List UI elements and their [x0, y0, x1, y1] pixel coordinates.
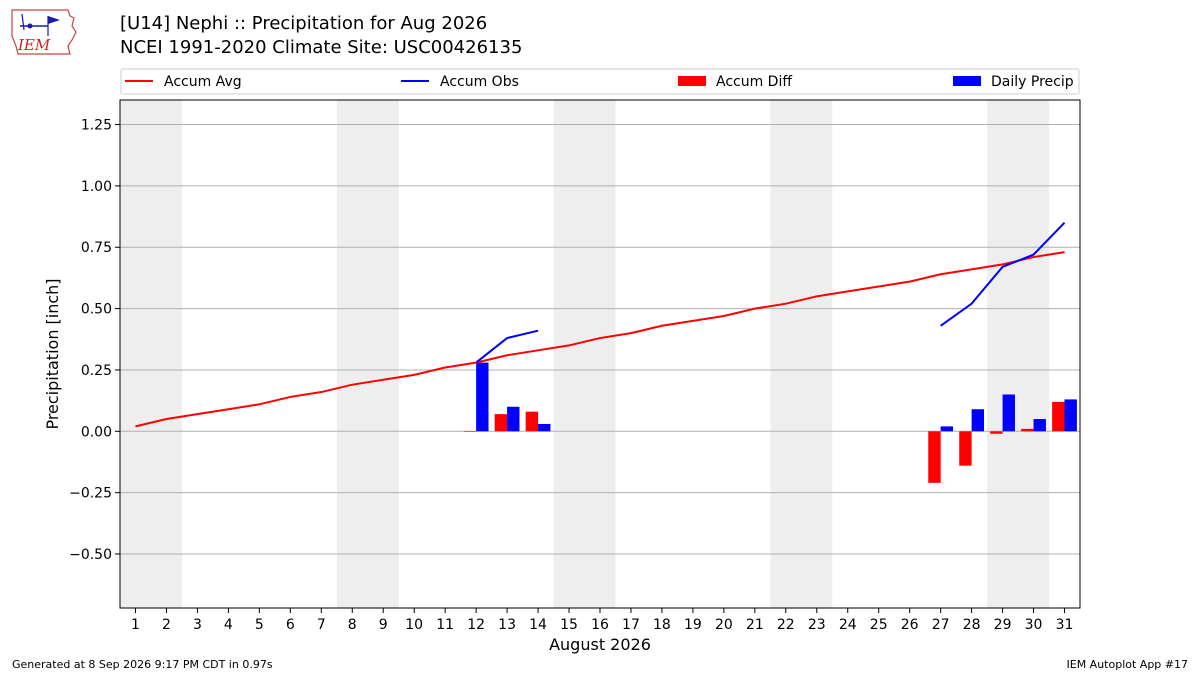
x-tick-label: 27: [932, 617, 950, 633]
accum-diff-bar: [1052, 401, 1065, 432]
x-tick-label: 16: [591, 617, 609, 633]
y-tick-label: 0.75: [81, 240, 112, 256]
weekend-bands: [120, 100, 1050, 608]
accum-obs-line: [940, 222, 1066, 327]
x-tick-label: 3: [193, 617, 202, 633]
x-tick-label: 2: [162, 617, 171, 633]
x-tick-label: 6: [286, 617, 295, 633]
weekend-band: [120, 100, 182, 608]
daily-precip-bar: [940, 426, 954, 432]
x-axis: 1 2 3 4 5 6 7 8 9 10 11 12 13 14 15 16 17 18 19 20 21 22 23 24 2…: [131, 608, 1073, 633]
x-tick-label: 28: [963, 617, 981, 633]
accum-diff-bar: [1021, 428, 1034, 432]
generated-timestamp: Generated at 8 Sep 2026 9:17 PM CDT in 0…: [12, 658, 273, 671]
daily-precip-bar: [476, 362, 489, 432]
legend: Accum Avg Accum Obs Accum Diff Daily Pre…: [120, 68, 1080, 95]
x-tick-label: 20: [715, 617, 733, 633]
legend-box: [120, 68, 1080, 95]
x-tick-label: 31: [1056, 617, 1074, 633]
iowa-outline-icon: [11, 9, 77, 55]
weekend-band: [553, 100, 616, 608]
y-tick-label: 0.25: [81, 363, 112, 379]
x-tick-label: 8: [348, 617, 357, 633]
y-axis-label: Precipitation [inch]: [43, 278, 62, 429]
x-tick-label: 1: [131, 617, 140, 633]
accum-diff-bar: [990, 431, 1003, 434]
x-tick-label: 12: [467, 617, 485, 633]
legend-label-accum-avg: Accum Avg: [164, 74, 242, 90]
legend-label-daily-precip: Daily Precip: [991, 74, 1074, 90]
daily-precip-bar: [1064, 399, 1077, 432]
x-tick-label: 7: [317, 617, 326, 633]
x-tick-label: 24: [839, 617, 857, 633]
y-tick-label: −0.50: [69, 547, 112, 563]
x-tick-label: 17: [622, 617, 640, 633]
daily-precip-bar: [1002, 394, 1015, 432]
accum-avg-line: [135, 251, 1065, 428]
x-tick-label: 19: [684, 617, 702, 633]
y-tick-label: 1.25: [81, 118, 112, 134]
x-tick-label: 26: [901, 617, 919, 633]
legend-swatch-daily-precip: [953, 76, 981, 86]
x-tick-label: 11: [436, 617, 454, 633]
accum-obs-line: [475, 329, 539, 364]
y-tick-label: 0.00: [81, 424, 112, 440]
y-tick-label: −0.25: [69, 486, 112, 502]
legend-swatch-accum-diff: [678, 76, 706, 86]
x-tick-label: 10: [405, 617, 423, 633]
weekend-band: [770, 100, 833, 608]
x-tick-label: 25: [870, 617, 888, 633]
plot-frame: [119, 99, 1081, 609]
x-axis-label: August 2026: [549, 635, 651, 654]
x-tick-label: 15: [560, 617, 578, 633]
y-tick-label: 0.50: [81, 302, 112, 318]
x-tick-label: 13: [498, 617, 516, 633]
chart-subtitle: NCEI 1991-2020 Climate Site: USC00426135: [120, 37, 523, 58]
accum-diff-bar: [525, 411, 539, 432]
x-tick-label: 14: [529, 617, 547, 633]
x-tick-label: 21: [746, 617, 764, 633]
x-tick-label: 4: [224, 617, 233, 633]
weekend-band: [336, 100, 399, 608]
bar-marks: [463, 362, 1077, 483]
iem-logo: IEM: [11, 9, 77, 55]
daily-precip-bar: [538, 423, 551, 432]
accum-diff-bar: [928, 431, 941, 483]
grid-lines: [120, 124, 1080, 555]
legend-label-accum-diff: Accum Diff: [716, 74, 792, 90]
app-label: IEM Autoplot App #17: [1066, 658, 1189, 671]
y-tick-label: 1.00: [81, 179, 112, 195]
daily-precip-bar: [1033, 419, 1046, 432]
y-axis: −0.50 −0.25 0.00 0.25 0.50 0.75 1.00 1.25: [69, 118, 120, 563]
accum-diff-bar: [463, 431, 477, 432]
x-tick-label: 9: [379, 617, 388, 633]
x-tick-label: 30: [1025, 617, 1043, 633]
x-tick-label: 18: [653, 617, 671, 633]
weekend-band: [987, 100, 1050, 608]
accum-diff-bar: [494, 414, 508, 432]
x-tick-label: 23: [808, 617, 826, 633]
daily-precip-bar: [507, 406, 520, 432]
x-tick-label: 22: [777, 617, 795, 633]
legend-label-accum-obs: Accum Obs: [440, 74, 519, 90]
accum-diff-bar: [959, 431, 972, 466]
x-tick-label: 5: [255, 617, 264, 633]
logo-text: IEM: [17, 36, 51, 54]
line-marks: [135, 222, 1066, 428]
daily-precip-bar: [971, 409, 984, 432]
x-tick-label: 29: [994, 617, 1012, 633]
chart-title: [U14] Nephi :: Precipitation for Aug 202…: [120, 13, 488, 34]
